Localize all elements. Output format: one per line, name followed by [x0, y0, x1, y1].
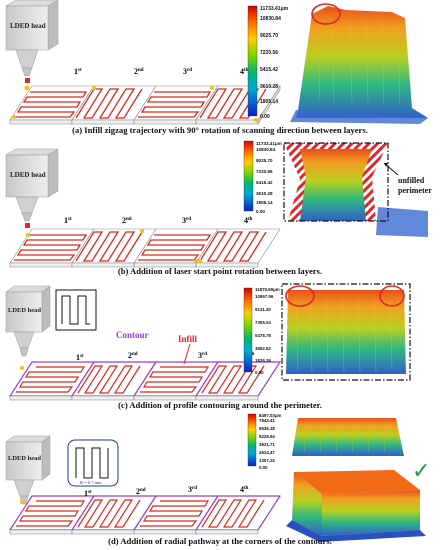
layer-label-2: 2nd [128, 351, 138, 360]
defect-highlight-left [285, 285, 315, 307]
layer-label-3: 3rd [182, 216, 191, 225]
colorbar-scale: 11733.41μm 10830.84 9025.70 7220.56 5415… [260, 6, 289, 120]
svg-text:11870.69μm: 11870.69μm [255, 287, 280, 292]
svg-text:0.00: 0.00 [256, 209, 265, 214]
colorbar [247, 413, 257, 467]
head-label: LDED head [10, 22, 46, 30]
lded-head [5, 285, 51, 357]
svg-text:9131.30: 9131.30 [255, 307, 271, 312]
layer-label-4: 4th [240, 485, 249, 494]
svg-text:7305.04: 7305.04 [255, 320, 271, 325]
inset-path-diagram [55, 289, 97, 331]
inset-path-diagram: R = 0.7 mm [67, 439, 119, 487]
defect-highlight-right [379, 285, 405, 307]
colorbar-scale: 8497.03μm 7843.41 6536.18 5228.94 3921.7… [259, 413, 282, 470]
radius-label: R = 0.7 mm [80, 480, 102, 485]
contour-label: Contour [116, 330, 149, 340]
infill-label: Infill [178, 334, 198, 344]
colorbar [243, 287, 253, 373]
laser-spot [25, 78, 30, 83]
svg-text:3610.28: 3610.28 [256, 191, 273, 196]
surface-scan-d-iso [286, 470, 426, 542]
layer-plates [8, 361, 282, 401]
svg-text:3610.28: 3610.28 [260, 84, 278, 90]
panel-c: LDED head [0, 280, 440, 412]
svg-text:1307.24: 1307.24 [259, 458, 275, 463]
layer-label-3: 3rd [188, 485, 197, 494]
layer-label-3: 3rd [198, 351, 207, 360]
lded-head [5, 0, 59, 77]
caption-a: (a) Infill zigzag trajectory with 90° ro… [72, 125, 368, 135]
svg-text:2614.47: 2614.47 [259, 450, 275, 455]
svg-text:9025.70: 9025.70 [256, 158, 273, 163]
layer-label-2: 2nd [136, 487, 146, 496]
svg-text:1826.26: 1826.26 [255, 358, 271, 363]
svg-text:5415.42: 5415.42 [260, 67, 278, 73]
caption-b: (b) Addition of laser start point rotati… [117, 266, 323, 276]
layer-plates [9, 495, 281, 535]
layer-label-3: 3rd [183, 67, 192, 76]
svg-text:11733.41μm: 11733.41μm [260, 6, 289, 12]
layer-label-1: 1st [74, 67, 82, 76]
surface-scan-a [290, 6, 428, 124]
panel-a: LDED head [0, 0, 440, 137]
svg-text:5478.78: 5478.78 [255, 333, 271, 338]
svg-text:7843.41: 7843.41 [259, 418, 275, 423]
layer-label-4: 4th [244, 216, 253, 225]
svg-text:9025.70: 9025.70 [260, 33, 278, 39]
head-label: LDED head [10, 171, 46, 179]
panel-d: LDED head R = 0.7 mm [0, 412, 440, 550]
head-label: LDED head [8, 455, 41, 462]
caption-c: (c) Addition of profile contouring aroun… [118, 400, 322, 410]
layer-label-4: 4th [240, 67, 249, 76]
svg-text:5228.94: 5228.94 [259, 434, 275, 439]
colorbar-scale: 11870.69μm 10957.56 9131.30 7305.04 5478… [255, 287, 280, 375]
svg-text:3652.52: 3652.52 [255, 346, 271, 351]
caption-d: (d) Addition of radial pathway at the co… [108, 536, 332, 546]
svg-text:10830.84: 10830.84 [260, 16, 281, 22]
surface-scan-b [283, 142, 428, 237]
unfilled-perimeter-label: unfilled perimeter [398, 176, 432, 195]
surface-scan-c [281, 283, 411, 381]
svg-text:7220.56: 7220.56 [260, 50, 278, 56]
colorbar-scale: 11733.41μm 10830.84 9025.70 7220.56 5415… [256, 141, 282, 214]
panel-b: LDED head [0, 137, 440, 280]
laser-spot [25, 223, 30, 228]
svg-text:10957.56: 10957.56 [255, 294, 274, 299]
svg-text:11733.41μm: 11733.41μm [256, 141, 282, 146]
svg-text:0.00: 0.00 [260, 114, 270, 120]
colorbar [243, 140, 254, 212]
svg-text:5415.42: 5415.42 [256, 180, 273, 185]
svg-text:1805.14: 1805.14 [260, 99, 278, 105]
svg-text:6536.18: 6536.18 [259, 426, 275, 431]
svg-text:0.00: 0.00 [255, 370, 264, 375]
layer-plates [9, 84, 281, 126]
svg-text:10830.84: 10830.84 [256, 147, 276, 152]
surface-scan-d-top [292, 418, 404, 456]
layer-label-2: 2nd [122, 216, 132, 225]
layer-plates [9, 228, 281, 268]
svg-text:7220.56: 7220.56 [256, 169, 273, 174]
defect-highlight [311, 3, 341, 25]
check-mark-icon: ✓ [412, 459, 430, 484]
layer-label-2: 2nd [134, 67, 144, 76]
layer-label-1: 1st [76, 353, 84, 362]
layer-label-1: 1st [64, 216, 72, 225]
layer-label-1: 1st [84, 489, 92, 498]
svg-text:3921.71: 3921.71 [259, 442, 275, 447]
svg-text:0.00: 0.00 [259, 465, 268, 470]
colorbar [247, 5, 258, 117]
lded-head [5, 435, 51, 505]
svg-text:8497.03μm: 8497.03μm [259, 413, 282, 418]
svg-text:1805.14: 1805.14 [256, 200, 273, 205]
lded-head [5, 148, 59, 222]
head-label: LDED head [8, 307, 41, 314]
